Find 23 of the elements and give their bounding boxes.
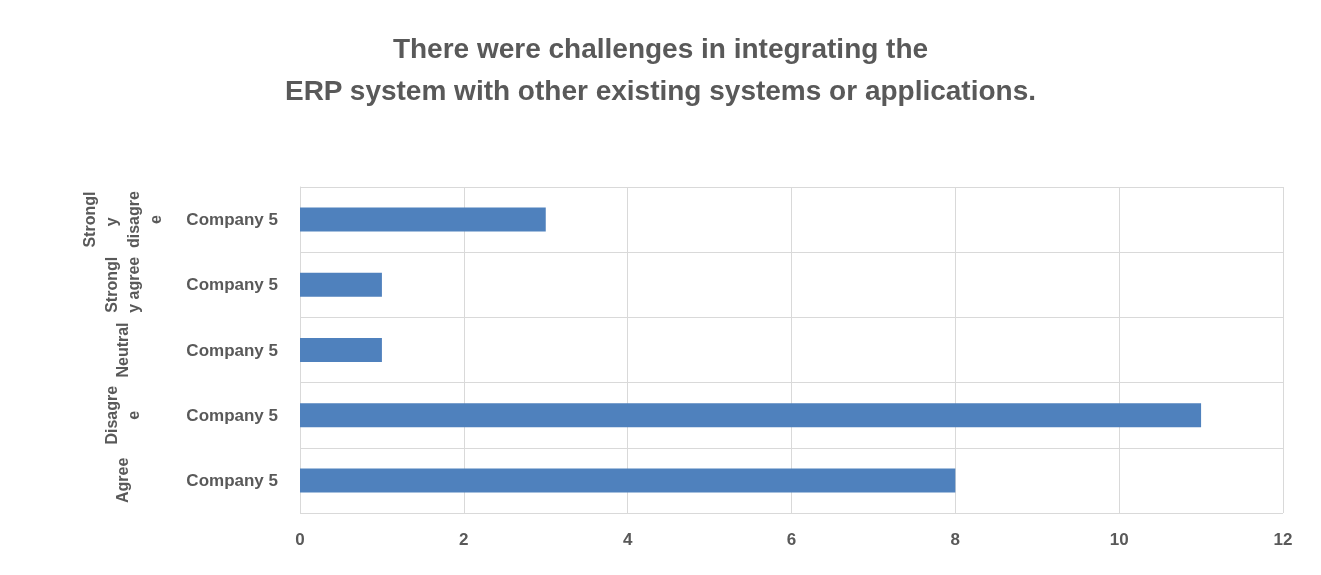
bar (300, 272, 382, 297)
chart-title: There were challenges in integrating the ERP system with other existing systems or applications. (284, 32, 1037, 106)
series-label: Company 5 (186, 210, 278, 230)
y-tick-label: Neutral (113, 322, 131, 378)
x-tick-label: 6 (786, 530, 797, 549)
x-tick-label: 0 (295, 530, 305, 549)
text: Company 5 (186, 340, 278, 360)
y-tick-label: Strongly agree (102, 256, 142, 313)
x-tick-label: 4 (622, 530, 633, 549)
y-tick-label: Agree (113, 457, 131, 504)
bar (300, 207, 546, 232)
x-tick-label: 8 (950, 530, 961, 549)
x-tick-label: 2 (459, 530, 469, 549)
bar (300, 403, 1202, 428)
x-tick-label: 10 (1109, 530, 1129, 549)
y-tick-label: Strongly disagree (80, 191, 164, 249)
text: Company 5 (186, 405, 278, 425)
bar (300, 338, 382, 362)
x-tick-label: 12 (1273, 530, 1293, 549)
text: Company 5 (186, 275, 278, 295)
bar (300, 468, 956, 493)
y-tick-label: Disagree (102, 385, 142, 445)
text: Company 5 (186, 470, 278, 490)
